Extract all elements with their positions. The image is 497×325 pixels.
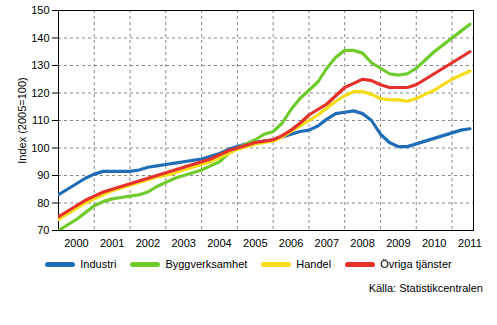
svg-text:2002: 2002: [136, 237, 160, 249]
svg-text:100: 100: [31, 142, 49, 154]
svg-text:2009: 2009: [386, 237, 410, 249]
svg-text:2010: 2010: [422, 237, 446, 249]
svg-text:2001: 2001: [100, 237, 124, 249]
html-text:Källa: Statistikcentralen: Källa: Statistikcentralen: [368, 282, 483, 294]
html-text:Övriga tjänster: Övriga tjänster: [380, 258, 452, 270]
svg-text:2005: 2005: [243, 237, 267, 249]
svg-text:2004: 2004: [207, 237, 231, 249]
svg-text:110: 110: [32, 114, 50, 126]
svg-text:2000: 2000: [64, 237, 88, 249]
html-text:Industri: Industri: [80, 258, 117, 270]
svg-text:2006: 2006: [279, 237, 303, 249]
svg-text:80: 80: [37, 197, 49, 209]
svg-text:70: 70: [37, 224, 49, 236]
svg-text:120: 120: [31, 87, 49, 99]
svg-text:90: 90: [37, 169, 49, 181]
svg-text:Index (2005=100): Index (2005=100): [16, 77, 28, 164]
svg-text:150: 150: [31, 4, 49, 16]
svg-text:2007: 2007: [315, 237, 339, 249]
svg-text:2011: 2011: [458, 237, 482, 249]
html-text:Byggverksamhet: Byggverksamhet: [165, 258, 248, 270]
svg-text:140: 140: [31, 32, 49, 44]
html-text:Handel: Handel: [296, 258, 332, 270]
svg-text:2008: 2008: [350, 237, 374, 249]
svg-text:2003: 2003: [171, 237, 195, 249]
svg-text:130: 130: [31, 59, 49, 71]
